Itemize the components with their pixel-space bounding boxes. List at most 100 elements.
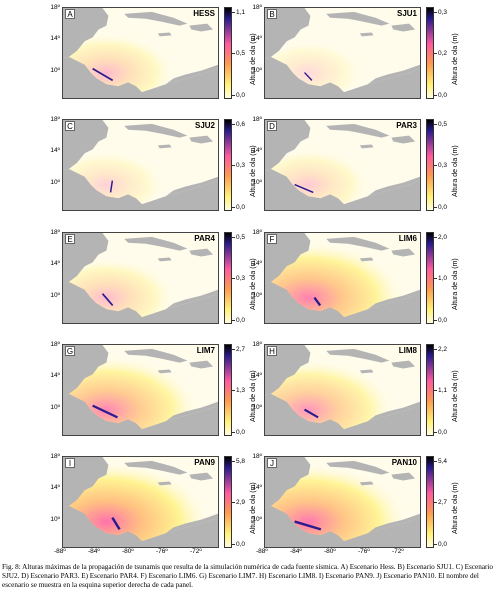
y-tick-label: 18º — [252, 116, 262, 123]
colorbar-tick-label: 0,0 — [438, 429, 448, 436]
colorbar-tick — [434, 544, 437, 545]
colorbar-tick — [434, 95, 437, 96]
colorbar — [426, 119, 434, 211]
y-tick-label: 18º — [50, 229, 60, 236]
colorbar-tick-label: 0,5 — [236, 234, 246, 241]
colorbar-tick — [434, 502, 437, 503]
colorbar — [426, 344, 434, 436]
y-tick-label: 10º — [50, 292, 60, 299]
colorbar-label: Altura de ola (m) — [452, 370, 459, 422]
colorbar-tick-label: 0,5 — [236, 50, 246, 57]
scenario-name: LIM8 — [398, 346, 417, 355]
colorbar-label: Altura de ola (m) — [452, 145, 459, 197]
colorbar-tick — [232, 502, 235, 503]
colorbar-label: Altura de ola (m) — [452, 482, 459, 534]
map-panel-i: I PAN9 — [62, 456, 219, 548]
colorbar-tick — [434, 12, 437, 13]
scenario-name: PAR4 — [194, 234, 215, 243]
colorbar — [426, 7, 434, 99]
y-tick-label: 14º — [50, 35, 60, 42]
y-tick-label: 14º — [252, 147, 262, 154]
map-panel-e: E PAR4 — [62, 232, 219, 324]
panel-letter: I — [65, 458, 75, 468]
y-tick-label: 18º — [252, 341, 262, 348]
map-panel-a: A HESS — [62, 7, 219, 99]
panel-letter: E — [65, 234, 75, 244]
tsunami-map-graphic — [265, 8, 420, 98]
y-tick-label: 18º — [50, 4, 60, 11]
colorbar-tick-label: 0,5 — [438, 121, 448, 128]
y-tick-label: 14º — [50, 484, 60, 491]
colorbar-tick-label: 0,0 — [236, 429, 246, 436]
colorbar-tick-label: 0,0 — [236, 317, 246, 324]
panel-letter: A — [65, 9, 75, 19]
y-tick-label: 10º — [50, 179, 60, 186]
colorbar-tick-label: 2,7 — [438, 499, 448, 506]
tsunami-map-graphic — [63, 233, 218, 323]
x-tick-label: -80º — [122, 548, 134, 555]
colorbar-tick-label: 0,3 — [236, 162, 246, 169]
colorbar-tick — [232, 237, 235, 238]
y-tick-label: 10º — [50, 67, 60, 74]
colorbar-tick — [232, 432, 235, 433]
colorbar-tick — [434, 278, 437, 279]
colorbar — [224, 7, 232, 99]
x-tick-label: -88º — [54, 548, 66, 555]
colorbar-tick-label: 1,1 — [438, 387, 448, 394]
map-panel-b: B SJU1 — [264, 7, 421, 99]
colorbar-label: Altura de ola (m) — [452, 33, 459, 85]
colorbar-tick — [232, 349, 235, 350]
panel-letter: F — [267, 234, 277, 244]
colorbar-tick-label: 0,0 — [236, 92, 246, 99]
colorbar-tick — [232, 207, 235, 208]
map-panel-d: D PAR3 — [264, 119, 421, 211]
colorbar-tick-label: 1,0 — [438, 275, 448, 282]
x-tick-label: -72º — [190, 548, 202, 555]
colorbar-tick — [434, 165, 437, 166]
x-tick-label: -76º — [358, 548, 370, 555]
scenario-name: HESS — [193, 9, 215, 18]
tsunami-map-graphic — [265, 345, 420, 435]
colorbar-tick-label: 2,9 — [236, 499, 246, 506]
x-tick-label: -84º — [290, 548, 302, 555]
tsunami-map-graphic — [63, 345, 218, 435]
y-tick-label: 10º — [252, 179, 262, 186]
colorbar-label: Altura de ola (m) — [452, 258, 459, 310]
colorbar-tick-label: 0,3 — [236, 275, 246, 282]
panel-letter: J — [267, 458, 277, 468]
figure-caption: Fig. 8: Alturas máximas de la propagació… — [2, 563, 494, 589]
tsunami-map-graphic — [265, 233, 420, 323]
tsunami-map-graphic — [265, 457, 420, 547]
scenario-name: SJU2 — [194, 121, 215, 130]
tsunami-map-graphic — [63, 8, 218, 98]
scenario-name: PAN10 — [391, 458, 417, 467]
colorbar-tick — [434, 124, 437, 125]
colorbar-tick — [232, 124, 235, 125]
colorbar-tick — [232, 165, 235, 166]
colorbar-tick — [434, 207, 437, 208]
colorbar-tick-label: 1,1 — [236, 9, 246, 16]
y-tick-label: 14º — [252, 372, 262, 379]
colorbar-tick-label: 0,0 — [438, 317, 448, 324]
colorbar-tick-label: 0,0 — [438, 541, 448, 548]
colorbar-tick — [232, 320, 235, 321]
colorbar-tick — [434, 320, 437, 321]
colorbar — [224, 456, 232, 548]
colorbar-tick — [434, 237, 437, 238]
y-tick-label: 10º — [252, 516, 262, 523]
y-tick-label: 14º — [50, 372, 60, 379]
x-tick-label: -80º — [324, 548, 336, 555]
colorbar-tick — [434, 432, 437, 433]
y-tick-label: 14º — [252, 260, 262, 267]
y-tick-label: 10º — [50, 516, 60, 523]
y-tick-label: 14º — [50, 260, 60, 267]
colorbar-tick-label: 5,4 — [438, 458, 448, 465]
colorbar-tick-label: 0,6 — [236, 121, 246, 128]
y-tick-label: 18º — [50, 116, 60, 123]
colorbar-tick-label: 0,3 — [438, 9, 448, 16]
y-tick-label: 14º — [252, 484, 262, 491]
colorbar-tick — [434, 53, 437, 54]
colorbar — [224, 119, 232, 211]
map-panel-j: J PAN10 — [264, 456, 421, 548]
tsunami-map-graphic — [63, 120, 218, 210]
